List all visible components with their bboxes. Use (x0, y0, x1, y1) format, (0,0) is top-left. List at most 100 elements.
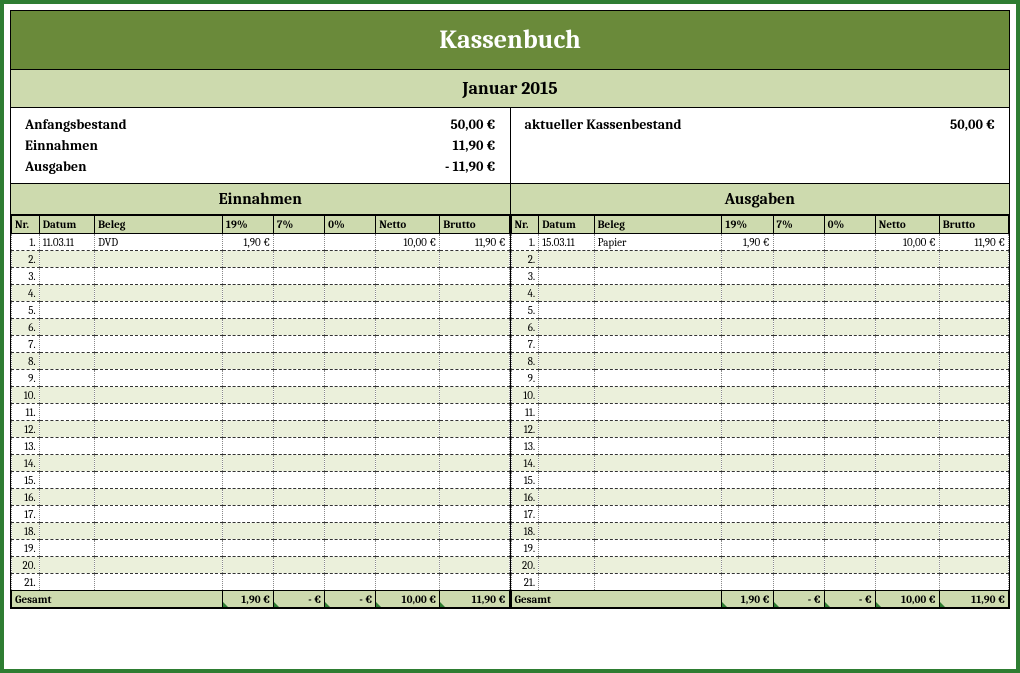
cell-datum[interactable] (539, 574, 594, 591)
cell-netto[interactable] (875, 489, 939, 506)
cell-beleg[interactable] (594, 438, 722, 455)
cell-datum[interactable] (39, 506, 94, 523)
cell-t0[interactable] (325, 370, 376, 387)
cell-t7[interactable] (773, 387, 824, 404)
cell-brutto[interactable] (939, 540, 1008, 557)
cell-netto[interactable] (875, 438, 939, 455)
cell-t19[interactable] (222, 523, 273, 540)
cell-t0[interactable] (824, 336, 875, 353)
cell-nr[interactable]: 19. (511, 540, 539, 557)
cell-nr[interactable]: 7. (12, 336, 40, 353)
cell-t7[interactable] (274, 353, 325, 370)
cell-beleg[interactable] (95, 489, 223, 506)
cell-nr[interactable]: 6. (511, 319, 539, 336)
cell-brutto[interactable] (440, 387, 509, 404)
cell-t19[interactable] (222, 370, 273, 387)
cell-netto[interactable] (376, 506, 440, 523)
table-row[interactable]: 6. (12, 319, 510, 336)
cell-t7[interactable] (274, 506, 325, 523)
cell-beleg[interactable] (594, 557, 722, 574)
cell-datum[interactable] (39, 421, 94, 438)
cell-datum[interactable] (39, 557, 94, 574)
cell-datum[interactable] (539, 455, 594, 472)
table-row[interactable]: 17. (12, 506, 510, 523)
table-row[interactable]: 4. (12, 285, 510, 302)
cell-t0[interactable] (824, 574, 875, 591)
cell-t0[interactable] (824, 506, 875, 523)
cell-netto[interactable] (875, 319, 939, 336)
cell-t19[interactable] (722, 336, 773, 353)
cell-datum[interactable] (539, 523, 594, 540)
cell-t7[interactable] (274, 472, 325, 489)
cell-brutto[interactable]: 11,90 € (440, 234, 509, 251)
cell-t19[interactable] (722, 268, 773, 285)
table-row[interactable]: 6. (511, 319, 1009, 336)
cell-datum[interactable] (39, 302, 94, 319)
cell-t7[interactable] (274, 421, 325, 438)
cell-t0[interactable] (824, 540, 875, 557)
cell-beleg[interactable] (95, 438, 223, 455)
cell-datum[interactable] (539, 540, 594, 557)
cell-t7[interactable] (773, 285, 824, 302)
cell-beleg[interactable] (95, 387, 223, 404)
cell-netto[interactable] (376, 574, 440, 591)
cell-beleg[interactable] (594, 336, 722, 353)
cell-nr[interactable]: 20. (12, 557, 40, 574)
cell-t19[interactable] (222, 506, 273, 523)
cell-t0[interactable] (325, 523, 376, 540)
cell-beleg[interactable]: DVD (95, 234, 223, 251)
cell-datum[interactable] (539, 319, 594, 336)
cell-t7[interactable] (773, 319, 824, 336)
cell-t7[interactable] (773, 353, 824, 370)
cell-datum[interactable] (39, 370, 94, 387)
cell-beleg[interactable] (95, 404, 223, 421)
table-row[interactable]: 20. (511, 557, 1009, 574)
cell-beleg[interactable] (594, 353, 722, 370)
cell-beleg[interactable] (95, 251, 223, 268)
cell-t19[interactable]: 1,90 € (722, 234, 773, 251)
cell-t0[interactable] (824, 523, 875, 540)
cell-beleg[interactable] (594, 370, 722, 387)
cell-beleg[interactable] (95, 336, 223, 353)
cell-datum[interactable] (539, 387, 594, 404)
cell-brutto[interactable] (939, 251, 1008, 268)
cell-beleg[interactable] (594, 472, 722, 489)
cell-t19[interactable] (722, 404, 773, 421)
cell-netto[interactable]: 10,00 € (875, 234, 939, 251)
cell-netto[interactable] (376, 455, 440, 472)
cell-datum[interactable] (539, 404, 594, 421)
cell-t19[interactable] (722, 472, 773, 489)
cell-t19[interactable] (222, 302, 273, 319)
cell-brutto[interactable] (939, 455, 1008, 472)
cell-nr[interactable]: 13. (511, 438, 539, 455)
cell-t7[interactable] (773, 489, 824, 506)
cell-datum[interactable]: 11.03.11 (39, 234, 94, 251)
cell-netto[interactable] (376, 387, 440, 404)
table-row[interactable]: 8. (12, 353, 510, 370)
table-row[interactable]: 13. (12, 438, 510, 455)
cell-t7[interactable] (274, 489, 325, 506)
cell-t7[interactable] (773, 421, 824, 438)
cell-brutto[interactable] (440, 472, 509, 489)
cell-brutto[interactable] (939, 268, 1008, 285)
cell-brutto[interactable] (939, 336, 1008, 353)
table-row[interactable]: 20. (12, 557, 510, 574)
cell-t0[interactable] (824, 404, 875, 421)
cell-t0[interactable] (824, 251, 875, 268)
cell-datum[interactable] (539, 251, 594, 268)
cell-t7[interactable] (274, 523, 325, 540)
cell-t0[interactable] (824, 421, 875, 438)
cell-beleg[interactable] (594, 489, 722, 506)
cell-nr[interactable]: 2. (511, 251, 539, 268)
cell-t0[interactable] (824, 557, 875, 574)
cell-datum[interactable] (539, 353, 594, 370)
cell-netto[interactable] (875, 268, 939, 285)
cell-beleg[interactable] (594, 404, 722, 421)
cell-netto[interactable] (875, 336, 939, 353)
cell-t0[interactable] (325, 421, 376, 438)
cell-datum[interactable] (39, 268, 94, 285)
cell-netto[interactable] (875, 285, 939, 302)
cell-brutto[interactable] (939, 319, 1008, 336)
cell-brutto[interactable] (939, 370, 1008, 387)
cell-datum[interactable] (539, 489, 594, 506)
